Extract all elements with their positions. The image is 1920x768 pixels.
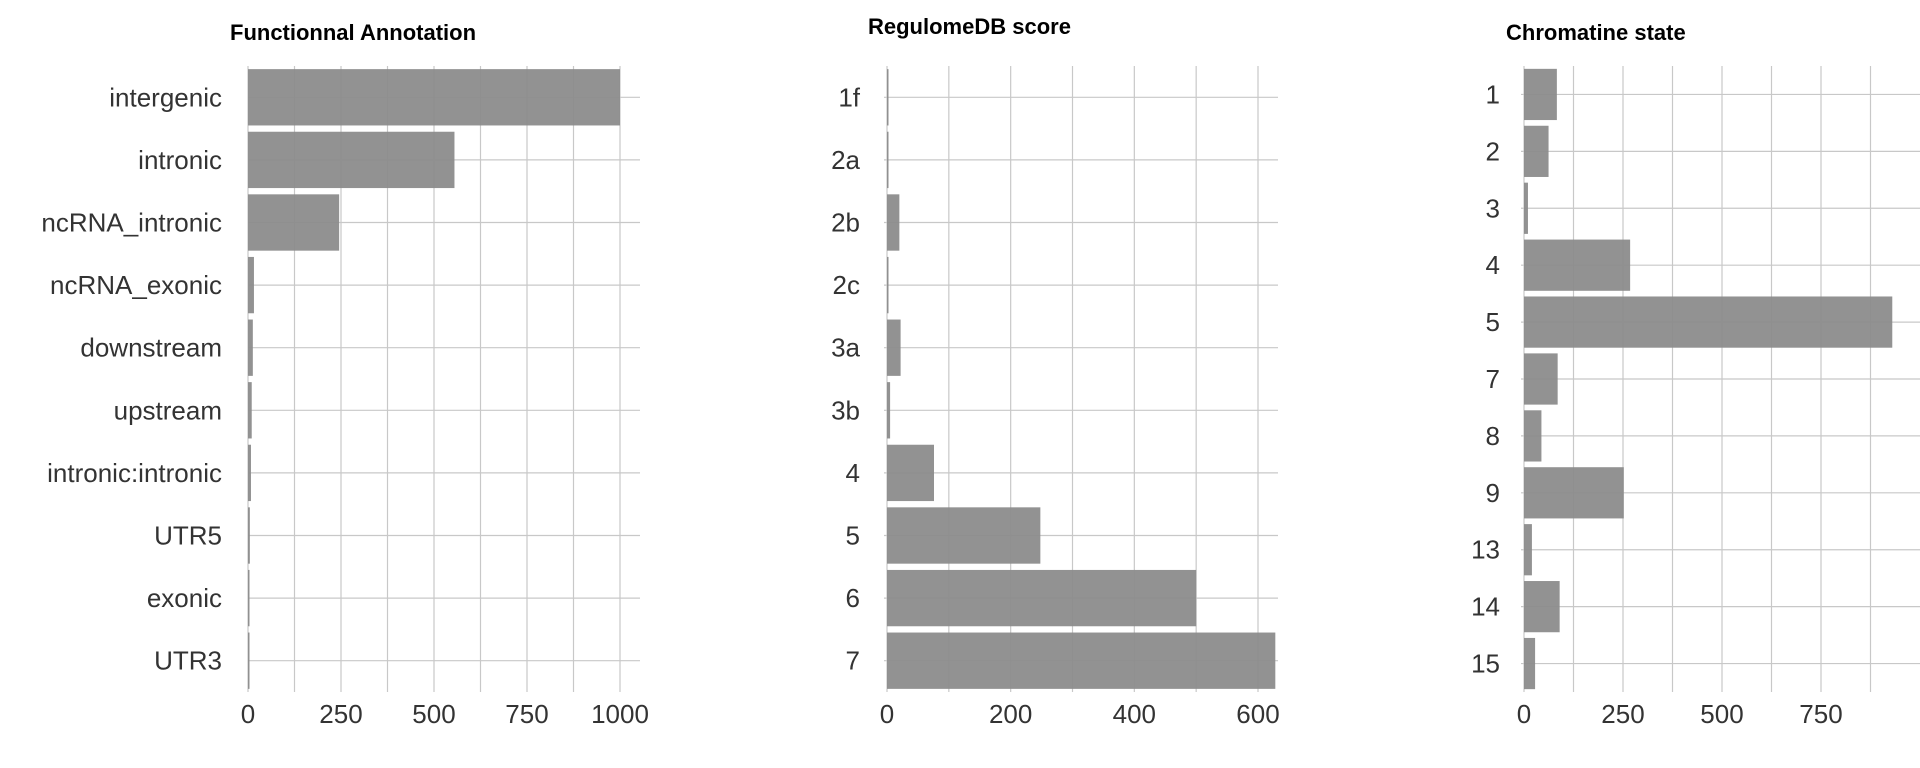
bars [1524, 68, 1893, 690]
category-label: 7 [1486, 364, 1500, 394]
category-label: 4 [1486, 250, 1500, 280]
category-label: 5 [846, 521, 860, 551]
bar [1524, 353, 1558, 405]
bar [248, 444, 251, 502]
category-label: 1f [838, 82, 860, 112]
bar [248, 507, 250, 564]
bar [1524, 637, 1536, 690]
category-label: 2 [1486, 136, 1500, 166]
category-label: exonic [147, 583, 222, 613]
x-tick-labels: 0 250 500 750 1000 [241, 699, 649, 729]
bar [887, 194, 900, 251]
bar [248, 69, 620, 126]
panel-title: RegulomeDB score [868, 14, 1071, 39]
panel-functional-annotation: Functionnal Annotation intergenic introni… [41, 20, 649, 729]
bar [248, 569, 250, 627]
category-label: ncRNA_exonic [50, 270, 222, 300]
category-label: 7 [846, 646, 860, 676]
bar [1524, 524, 1532, 576]
category-label: 3 [1486, 193, 1500, 223]
category-label: 2b [831, 208, 860, 238]
category-label: 5 [1486, 307, 1500, 337]
category-label: 2c [833, 270, 860, 300]
bar [1524, 467, 1624, 519]
x-tick-label: 400 [1113, 699, 1156, 729]
category-label: UTR5 [154, 521, 222, 551]
category-label: intronic:intronic [47, 458, 222, 488]
bar [887, 256, 889, 314]
category-label: 3a [831, 333, 860, 363]
x-tick-label: 250 [319, 699, 362, 729]
bar [248, 632, 250, 689]
panel-title: Functionnal Annotation [230, 20, 476, 45]
bar [887, 319, 901, 376]
bar [1524, 239, 1631, 291]
panel-title: Chromatine state [1506, 20, 1686, 45]
category-label: downstream [80, 333, 222, 363]
category-label: 6 [846, 583, 860, 613]
category-labels: 1f 2a 2b 2c 3a 3b 4 5 6 7 [831, 82, 861, 675]
bar [887, 131, 889, 189]
x-tick-label: 600 [1236, 699, 1279, 729]
bar [1524, 182, 1528, 234]
bar [887, 569, 1197, 627]
grid [1521, 66, 1920, 692]
x-tick-label: 0 [241, 699, 255, 729]
bar [887, 69, 889, 126]
bar [1524, 581, 1560, 633]
bar [887, 632, 1276, 689]
bar [1524, 68, 1557, 121]
bars [887, 69, 1276, 689]
category-label: UTR3 [154, 646, 222, 676]
bar [887, 444, 934, 502]
x-tick-label: 250 [1601, 699, 1644, 729]
x-tick-labels: 0 200 400 600 [880, 699, 1280, 729]
bar [248, 319, 253, 376]
category-labels: intergenic intronic ncRNA_intronic ncRNA_ex… [41, 82, 222, 675]
category-label: 14 [1471, 592, 1500, 622]
x-tick-label: 0 [1517, 699, 1531, 729]
x-tick-label: 200 [989, 699, 1032, 729]
x-tick-label: 0 [880, 699, 894, 729]
bar [248, 131, 455, 189]
category-label: 13 [1471, 535, 1500, 565]
bar [887, 507, 1041, 564]
x-tick-label: 750 [1799, 699, 1842, 729]
x-tick-label: 750 [505, 699, 548, 729]
bar [887, 382, 891, 439]
x-tick-labels: 0 250 500 750 [1517, 699, 1843, 729]
bar [248, 194, 340, 251]
category-label: ncRNA_intronic [41, 208, 222, 238]
category-label: 15 [1471, 649, 1500, 679]
panel-regulomedb-score: RegulomeDB score 1f 2a 2b 2c 3a 3b 4 5 6 7 0 200 40… [831, 14, 1280, 729]
panel-chromatine-state: Chromatine state 1 2 3 4 5 7 8 9 13 14 15 0 250 500 7… [1471, 20, 1920, 729]
category-label: 2a [831, 145, 860, 175]
category-labels: 1 2 3 4 5 7 8 9 13 14 15 [1471, 79, 1500, 678]
bar [1524, 296, 1893, 348]
x-tick-label: 1000 [591, 699, 649, 729]
category-label: 4 [846, 458, 860, 488]
x-tick-label: 500 [1700, 699, 1743, 729]
category-label: 8 [1486, 421, 1500, 451]
bars [248, 69, 620, 689]
category-label: upstream [114, 395, 222, 425]
x-tick-label: 500 [412, 699, 455, 729]
category-label: intergenic [109, 82, 222, 112]
bar [248, 382, 252, 439]
category-label: 1 [1486, 79, 1500, 109]
bar [1524, 410, 1542, 462]
category-label: 3b [831, 395, 860, 425]
bar [1524, 125, 1549, 177]
bar [248, 256, 254, 314]
category-label: intronic [138, 145, 222, 175]
category-label: 9 [1486, 478, 1500, 508]
